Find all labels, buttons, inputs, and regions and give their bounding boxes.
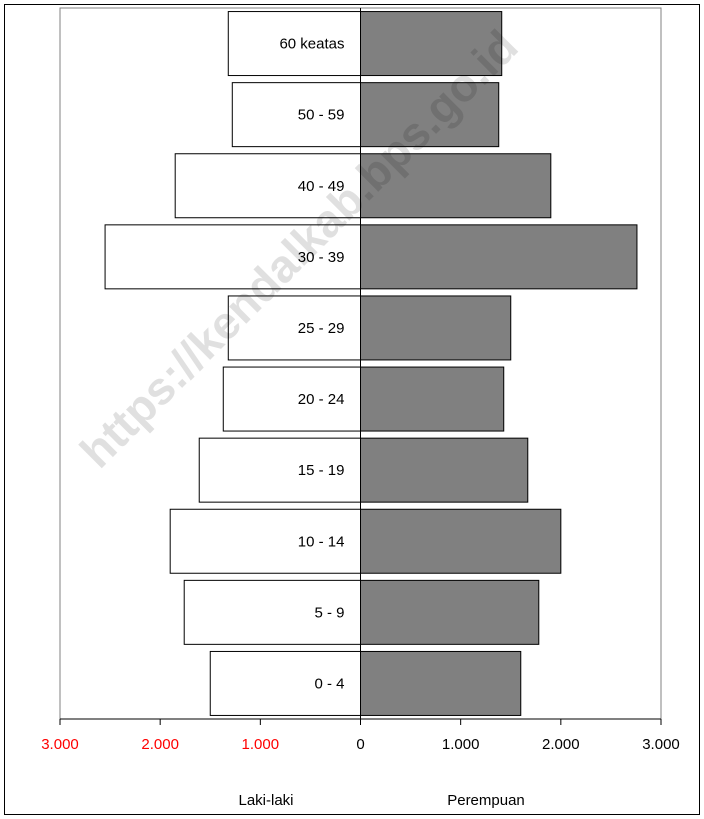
age-labels-group: 60 keatas 50 - 59 40 - 49 30 - 39 25 - 29 20 …: [279, 36, 344, 693]
age-group-label: 60 keatas: [279, 36, 344, 53]
bar-male: [183, 579, 361, 645]
age-group-label: 50 - 59: [298, 107, 345, 124]
bar-female: [360, 82, 500, 148]
age-group-label: 5 - 9: [314, 604, 344, 621]
bar-male: [227, 11, 361, 77]
bars-group: [104, 11, 638, 716]
x-tick-label: 1.000: [242, 736, 280, 753]
x-axis: 3.000 2.000 1.000 0 1.000 2.000 3.000: [41, 8, 680, 753]
x-tick-label: 1.000: [442, 736, 480, 753]
bar-male: [104, 224, 361, 290]
x-tick-label: 2.000: [141, 736, 179, 753]
x-tick-label: 0: [356, 736, 364, 753]
bar-male: [198, 437, 361, 503]
female-axis-title: Perempuan: [447, 792, 525, 809]
male-axis-title: Laki-laki: [238, 792, 293, 809]
bar-female: [360, 579, 540, 645]
bar-male: [174, 153, 361, 219]
age-group-label: 0 - 4: [314, 675, 344, 692]
bar-female: [360, 11, 503, 77]
bar-male: [231, 82, 361, 148]
age-group-label: 15 - 19: [298, 462, 345, 479]
bar-male: [222, 366, 361, 432]
x-tick-label: 3.000: [41, 736, 79, 753]
bar-female: [360, 224, 638, 290]
bar-female: [360, 437, 529, 503]
bar-female: [360, 650, 522, 716]
age-group-label: 20 - 24: [298, 391, 345, 408]
age-group-label: 30 - 39: [298, 249, 345, 266]
bar-female: [360, 508, 562, 574]
bar-male: [209, 650, 361, 716]
age-group-label: 40 - 49: [298, 178, 345, 195]
x-tick-label: 2.000: [542, 736, 580, 753]
x-tick-label: 3.000: [642, 736, 680, 753]
bar-female: [360, 366, 505, 432]
bar-male: [169, 508, 361, 574]
age-group-label: 10 - 14: [298, 533, 345, 550]
age-group-label: 25 - 29: [298, 320, 345, 337]
bar-female: [360, 295, 512, 361]
